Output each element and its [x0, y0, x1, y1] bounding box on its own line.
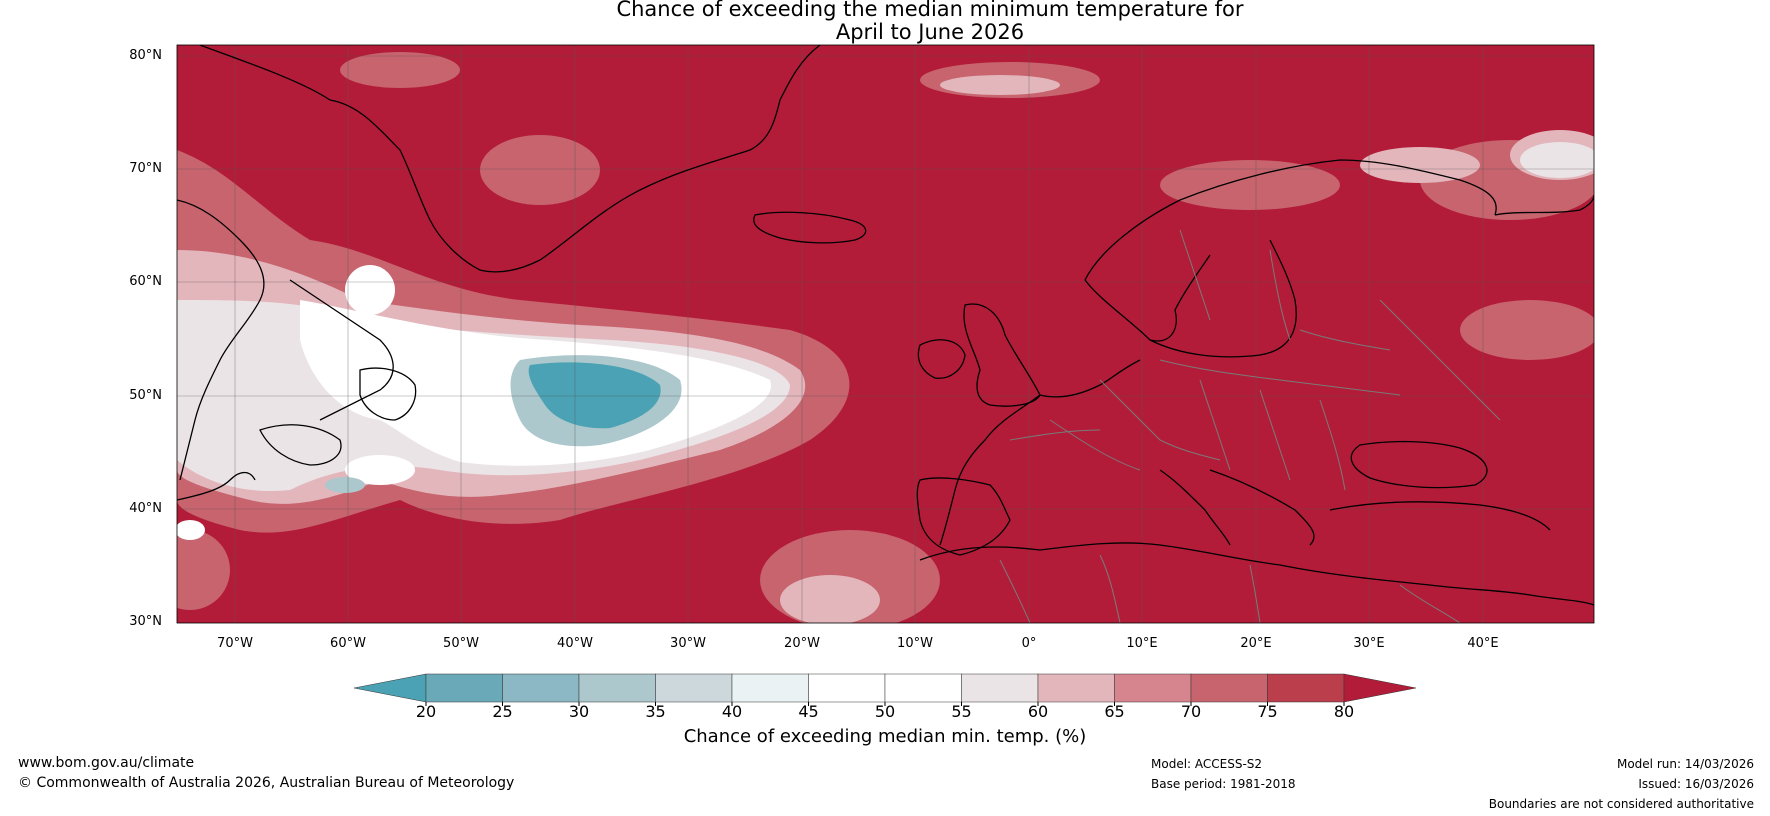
britain-coast: [963, 303, 1041, 407]
colorbar-segment: [1190, 673, 1268, 703]
colorbar-tick-label: 65: [1104, 702, 1125, 721]
colorbar-tick-label: 25: [492, 702, 513, 721]
colorbar-segment: [1037, 673, 1115, 703]
disclaimer-text: Boundaries are not considered authoritat…: [1488, 797, 1754, 811]
colorbar-tick-label: 45: [798, 702, 819, 721]
colorbar-segment: [578, 673, 656, 703]
scandinavia-south: [1084, 254, 1211, 342]
colorbar-segment: [961, 673, 1039, 703]
colorbar-tick-label: 55: [951, 702, 972, 721]
colorbar-high-arrow: [1343, 673, 1417, 703]
probability-field: [177, 52, 1594, 623]
newfoundland: [359, 367, 417, 421]
graticule: [177, 45, 1594, 623]
colorbar-segment: [502, 673, 580, 703]
lon-label: 30°E: [1353, 636, 1385, 651]
model-text: Model: ACCESS-S2: [1151, 757, 1263, 771]
title-line-2: April to June 2026: [835, 20, 1025, 44]
colorbar-tick-label: 20: [415, 702, 437, 721]
copyright-text: © Commonwealth of Australia 2026, Austra…: [18, 775, 515, 791]
arctic-russia-coast: [1494, 194, 1594, 216]
lat-label: 60°N: [129, 274, 162, 289]
lon-label: 10°W: [897, 636, 933, 651]
band-25: [528, 362, 661, 429]
lon-label: 10°E: [1126, 636, 1158, 651]
nova-scotia: [259, 424, 342, 466]
colorbar-segment: [655, 673, 733, 703]
base-period-text: Base period: 1981-2018: [1151, 777, 1296, 791]
colorbar-low-arrow: [353, 673, 427, 703]
colorbar-segment: [808, 673, 886, 703]
lon-label: 60°W: [330, 636, 366, 651]
colorbar-tick-label: 60: [1027, 702, 1049, 721]
europe-west-coast: [939, 359, 1141, 546]
lat-label: 80°N: [129, 48, 162, 63]
colorbar-segment: [1114, 673, 1192, 703]
lon-label: 20°W: [784, 636, 820, 651]
colorbar-tick-label: 35: [645, 702, 666, 721]
map-title: Chance of exceeding the median minimum t…: [430, 0, 1430, 44]
colorbar-segment: [731, 673, 809, 703]
colorbar-segment: [425, 673, 503, 703]
iceland-coast: [753, 211, 867, 244]
ireland-coast: [917, 339, 966, 379]
turkey-coast: [1329, 501, 1551, 531]
lon-label: 40°E: [1467, 636, 1499, 651]
model-run-text: Model run: 14/03/2026: [1616, 757, 1754, 771]
colorbar-segment: [1267, 673, 1345, 703]
lon-label: 50°W: [443, 636, 479, 651]
colorbar-tick-label: 80: [1333, 702, 1355, 721]
colorbar-tick-label: 75: [1257, 702, 1278, 721]
country-borders: [999, 229, 1501, 623]
lat-label: 30°N: [129, 614, 162, 629]
lon-label: 20°E: [1240, 636, 1272, 651]
baltic-coast: [1149, 239, 1297, 358]
lat-label: 40°N: [129, 501, 162, 516]
canada-coast: [177, 199, 265, 481]
lat-label: 70°N: [129, 161, 162, 176]
title-line-1: Chance of exceeding the median minimum t…: [616, 0, 1244, 21]
colorbar-label: Chance of exceeding median min. temp. (%…: [683, 726, 1087, 747]
lon-label: 30°W: [670, 636, 706, 651]
lon-label: 40°W: [557, 636, 593, 651]
scandinavia-coast: [1084, 159, 1497, 281]
colorbar-tick-label: 50: [874, 702, 896, 721]
iberia-coast: [916, 477, 1011, 556]
coastlines: [177, 45, 1594, 606]
lon-label: 0°: [1021, 636, 1037, 651]
greenland-coast: [329, 45, 821, 273]
africa-north-coast: [919, 542, 1594, 606]
greenland-north: [199, 45, 331, 101]
lat-label: 50°N: [129, 388, 162, 403]
colorbar-tick-label: 40: [721, 702, 743, 721]
colorbar-tick-label: 30: [568, 702, 590, 721]
issued-text: Issued: 16/03/2026: [1638, 777, 1754, 791]
lon-label: 70°W: [217, 636, 253, 651]
website-text: www.bom.gov.au/climate: [18, 755, 195, 771]
black-sea-coast: [1350, 440, 1488, 489]
balkan-coast: [1209, 469, 1315, 546]
colorbar-segment: [884, 673, 962, 703]
colorbar-tick-label: 70: [1180, 702, 1202, 721]
us-east-coast: [177, 471, 256, 501]
italy-coast: [1159, 469, 1231, 546]
map-frame: [176, 44, 1595, 624]
labrador-coast: [289, 279, 394, 421]
